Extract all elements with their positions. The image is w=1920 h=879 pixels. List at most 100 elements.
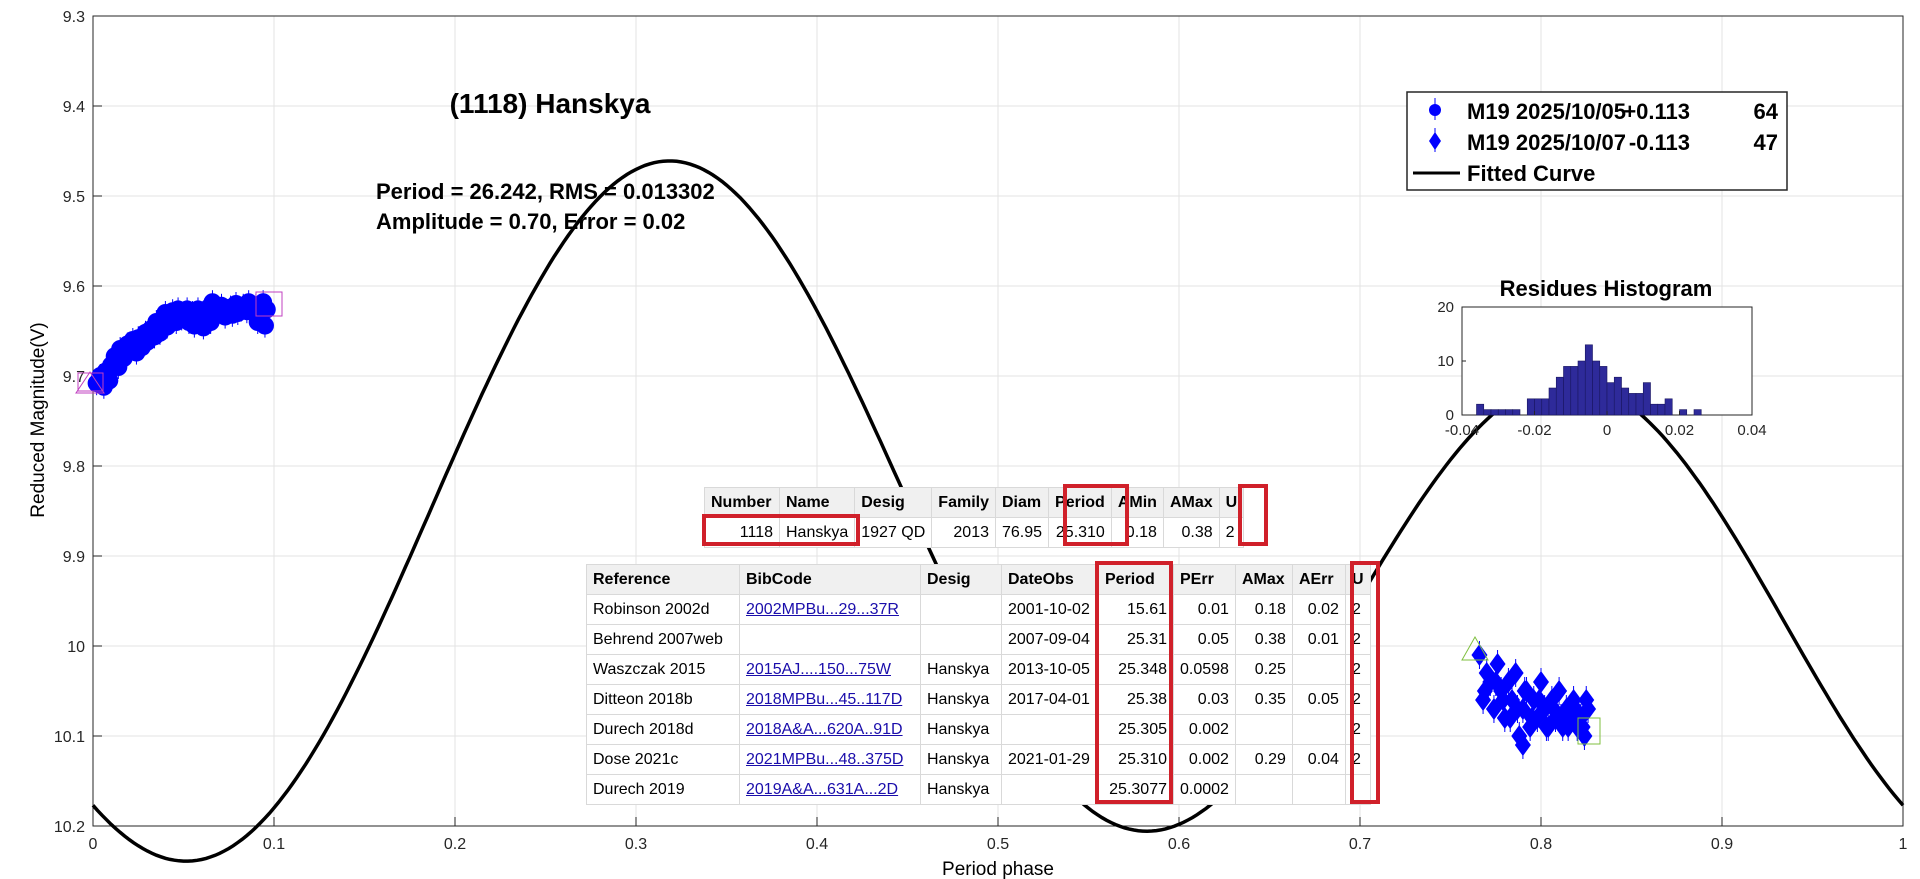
x-axis-label: Period phase [942, 859, 1054, 879]
cell-amax: 0.35 [1234, 684, 1293, 715]
cell-aerr: 0.04 [1291, 744, 1346, 775]
histogram-bar [1642, 382, 1651, 416]
histogram-bar [1592, 360, 1601, 416]
bibcode-link[interactable]: 2002MPBu...29...37R [746, 600, 899, 618]
cell-dateobs [1001, 774, 1099, 805]
cell-dateobs: 2017-04-01 [1001, 684, 1099, 715]
y-tick-label: 9.9 [63, 549, 85, 566]
cell-aerr: 0.02 [1291, 594, 1346, 625]
cell-bibcode[interactable]: 2018MPBu...45..117D [739, 684, 921, 715]
histogram-ticks: -0.04 -0.02 0 0.02 0.04 0 10 20 [1437, 299, 1766, 439]
histogram-bar [1613, 376, 1622, 416]
th-desig: Desig [854, 487, 933, 518]
x-tick-label: 0.5 [987, 836, 1009, 853]
th-family: Family [931, 487, 996, 518]
table-row: Durech 2019 2019A&A...631A...2D Hanskya … [586, 774, 1371, 805]
bibcode-link[interactable]: 2018MPBu...45..117D [746, 690, 903, 708]
cell-name: Hanskya [778, 517, 856, 548]
data-point [1531, 689, 1548, 711]
th-diam: Diam [994, 487, 1050, 518]
cell-u: 2 [1218, 517, 1245, 548]
bibcode-link[interactable]: 2015AJ....150...75W [746, 660, 891, 678]
cell-bibcode [739, 624, 921, 655]
cell-aerr: 0.05 [1291, 684, 1346, 715]
y-tick-label: 10.2 [54, 819, 85, 836]
cell-bibcode[interactable]: 2021MPBu...48..375D [739, 744, 921, 775]
cell-aerr: 0.01 [1291, 624, 1346, 655]
cell-family: 2013 [931, 517, 996, 548]
data-point [1476, 680, 1493, 702]
y-axis-label: Reduced Magnitude(V) [28, 322, 49, 517]
cell-amax: 0.38 [1234, 624, 1293, 655]
th-amin: AMin [1110, 487, 1164, 518]
histogram-x-tick-label: 0.02 [1665, 422, 1694, 439]
th-period: Period [1098, 564, 1174, 595]
cell-bibcode[interactable]: 2018A&A...620A..91D [739, 714, 921, 745]
data-point [1494, 689, 1511, 711]
th-aerr: AErr [1291, 564, 1346, 595]
cell-reference: Robinson 2002d [586, 594, 740, 625]
cell-diam: 76.95 [994, 517, 1050, 548]
histogram-bar [1584, 344, 1593, 416]
x-tick-label: 0.2 [444, 836, 466, 853]
y-tick-label: 10 [67, 639, 85, 656]
table-row: Ditteon 2018b 2018MPBu...45..117D Hansky… [586, 684, 1371, 715]
cell-reference: Ditteon 2018b [586, 684, 740, 715]
cell-perr: 0.002 [1173, 714, 1236, 745]
cell-bibcode[interactable]: 2002MPBu...29...37R [739, 594, 921, 625]
y-tick-label: 9.8 [63, 459, 85, 476]
cell-amax: 0.38 [1162, 517, 1220, 548]
cell-dateobs: 2013-10-05 [1001, 654, 1099, 685]
cell-desig: Hanskya [920, 654, 1002, 685]
cell-amax: 0.18 [1234, 594, 1293, 625]
end-marker-2 [1577, 717, 1601, 745]
annotation-amplitude: Amplitude = 0.70, Error = 0.02 [376, 209, 685, 234]
histogram-bar [1548, 387, 1557, 416]
cell-bibcode[interactable]: 2019A&A...631A...2D [739, 774, 921, 805]
histogram-bar [1657, 403, 1666, 416]
cell-u: 2 [1344, 624, 1371, 655]
legend-label-1: M19 2025/10/05 [1467, 99, 1626, 124]
histogram-title: Residues Histogram [1500, 276, 1713, 301]
histogram-x-tick-label: -0.04 [1445, 422, 1479, 439]
th-u: U [1344, 564, 1371, 595]
th-desig: Desig [920, 564, 1002, 595]
cell-perr: 0.03 [1173, 684, 1236, 715]
cell-u: 2 [1344, 654, 1371, 685]
cell-dateobs: 2021-01-29 [1001, 744, 1099, 775]
cell-period: 25.31 [1098, 624, 1174, 655]
histogram-bar [1555, 376, 1564, 416]
cell-dateobs: 2007-09-04 [1001, 624, 1099, 655]
histogram-x-tick-label: 0 [1603, 422, 1611, 439]
histogram-bar [1505, 409, 1514, 416]
cell-u: 2 [1344, 744, 1371, 775]
th-dateobs: DateObs [1001, 564, 1099, 595]
cell-aerr [1291, 654, 1346, 685]
cell-desig [920, 594, 1002, 625]
x-tick-label: 0 [89, 836, 98, 853]
data-point [255, 316, 274, 335]
legend: M19 2025/10/05 +0.113 64 M19 2025/10/07 … [1406, 91, 1788, 191]
cell-u [1344, 774, 1371, 805]
histogram-bar [1693, 409, 1702, 416]
bibcode-link[interactable]: 2021MPBu...48..375D [746, 750, 904, 768]
bibcode-link[interactable]: 2018A&A...620A..91D [746, 720, 903, 738]
legend-marker-diamond [1429, 132, 1441, 150]
cell-amin: 0.18 [1110, 517, 1164, 548]
x-tick-label: 1 [1899, 836, 1908, 853]
data-point [100, 371, 119, 390]
y-tick-label: 9.5 [63, 189, 85, 206]
cell-bibcode[interactable]: 2015AJ....150...75W [739, 654, 921, 685]
data-point [1538, 716, 1555, 738]
histogram-bar [1635, 393, 1644, 416]
histogram-bar [1476, 403, 1485, 416]
y-tick-label: 9.4 [63, 99, 85, 116]
cell-perr: 0.0002 [1173, 774, 1236, 805]
x-tick-label: 0.6 [1168, 836, 1190, 853]
cell-desig: Hanskya [920, 774, 1002, 805]
bibcode-link[interactable]: 2019A&A...631A...2D [746, 780, 899, 798]
cell-period: 25.310 [1048, 517, 1112, 548]
data-point [1560, 716, 1577, 738]
th-amax: AMax [1162, 487, 1220, 518]
